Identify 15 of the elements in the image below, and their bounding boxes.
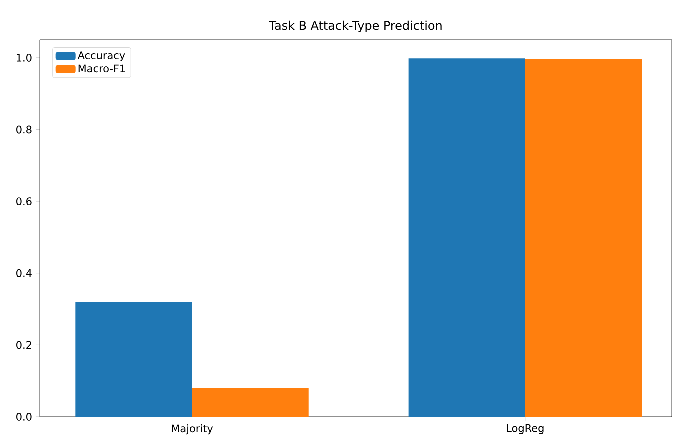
chart-title: Task B Attack-Type Prediction <box>269 20 442 32</box>
bar <box>192 388 309 417</box>
bar <box>525 59 642 417</box>
legend-label: Macro-F1 <box>78 64 126 73</box>
bar <box>76 302 192 417</box>
legend-label: Accuracy <box>78 52 126 62</box>
x-tick-label: LogReg <box>507 424 544 434</box>
x-tick-label: Majority <box>172 424 214 435</box>
y-tick-label: 1.0 <box>16 54 32 62</box>
y-tick-label: 0.4 <box>16 269 32 278</box>
bar <box>408 58 526 417</box>
y-tick-label: 0.8 <box>16 126 32 134</box>
y-tick-label: 0.6 <box>16 198 32 206</box>
y-tick-label: 0.0 <box>16 413 32 421</box>
y-tick-label: 0.2 <box>16 341 32 350</box>
